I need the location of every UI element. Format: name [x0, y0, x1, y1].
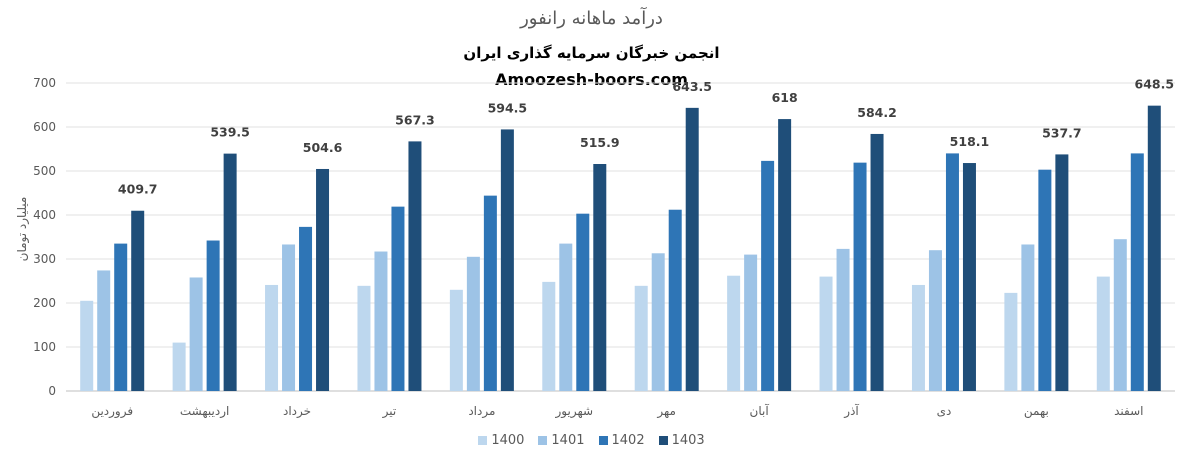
bar-1401	[189, 277, 203, 391]
bar-1400	[819, 276, 833, 391]
bar-1400	[634, 285, 648, 391]
bar-1400	[265, 284, 279, 391]
legend-swatch	[658, 436, 668, 445]
y-tick-label: 500	[33, 164, 56, 178]
y-tick-label: 100	[33, 340, 56, 354]
bar-1400	[357, 285, 371, 391]
legend-item: 1400	[478, 433, 524, 448]
bar-1403	[778, 119, 792, 391]
x-tick-label: آذر	[843, 403, 859, 419]
bar-1400	[727, 275, 741, 391]
legend-swatch	[538, 436, 548, 445]
legend-swatch	[478, 436, 488, 445]
y-tick-label: 0	[48, 384, 56, 398]
bar-1403	[223, 153, 237, 391]
x-tick-label: دی	[937, 404, 952, 418]
x-tick-label: مرداد	[468, 404, 495, 419]
data-label: 618	[772, 90, 798, 105]
legend-label: 1400	[491, 433, 525, 448]
bar-1402	[483, 195, 497, 391]
bar-1400	[911, 284, 925, 391]
bar-1400	[449, 289, 463, 391]
bar-1400	[172, 342, 186, 391]
data-label: 504.6	[303, 140, 343, 155]
bar-1402	[1130, 153, 1144, 391]
y-tick-label: 700	[33, 76, 56, 90]
bar-1400	[1096, 276, 1110, 391]
bar-1401	[466, 256, 480, 391]
bar-1401	[282, 244, 296, 391]
bar-1401	[744, 254, 758, 391]
legend-item: 1402	[598, 433, 645, 448]
bar-1402	[299, 226, 313, 391]
bar-1403	[316, 168, 330, 391]
legend-label: 1403	[671, 433, 705, 448]
bar-1402	[853, 162, 867, 391]
x-tick-label: آبان	[750, 403, 770, 418]
bar-1401	[1113, 239, 1127, 391]
chart-title: درآمد ماهانه رانفور	[520, 8, 663, 29]
data-label: 643.5	[672, 79, 712, 94]
data-label: 567.3	[395, 112, 435, 127]
data-label: 539.5	[210, 125, 250, 140]
bar-1403	[408, 141, 422, 391]
bar-1402	[206, 240, 220, 391]
data-label: 594.5	[488, 100, 528, 115]
legend-label: 1401	[551, 433, 585, 448]
bar-1403	[500, 129, 514, 392]
x-tick-label: اسفند	[1114, 404, 1143, 418]
chart-subtitle: انجمن خبرگان سرمایه گذاری ایران	[463, 44, 720, 62]
data-label: 515.9	[580, 135, 620, 150]
bar-1402	[576, 213, 590, 391]
bar-1400	[80, 300, 94, 391]
bar-1402	[391, 206, 405, 391]
y-tick-label: 300	[33, 252, 56, 266]
data-label: 584.2	[857, 105, 897, 120]
bar-1403	[1147, 105, 1161, 391]
data-label: 537.7	[1042, 125, 1082, 140]
x-tick-label: بهمن	[1024, 404, 1049, 419]
x-tick-label: اردیبهشت	[180, 404, 229, 419]
bar-1402	[668, 209, 682, 391]
bar-1400	[542, 281, 556, 391]
y-tick-label: 400	[33, 208, 56, 222]
bar-1401	[651, 253, 665, 391]
bar-1403	[685, 107, 699, 392]
bar-1403	[1055, 154, 1069, 391]
data-label: 518.1	[950, 134, 990, 149]
bar-1401	[97, 270, 111, 391]
bar-1402	[114, 243, 128, 391]
bar-1401	[559, 243, 573, 391]
data-label: 648.5	[1135, 77, 1175, 92]
x-tick-label: تیر	[382, 404, 397, 419]
bar-1403	[131, 210, 145, 391]
bar-1402	[761, 160, 775, 391]
watermark-text: Amoozesh-boors.com	[495, 70, 688, 89]
y-tick-label: 600	[33, 120, 56, 134]
x-tick-label: فروردین	[91, 404, 133, 419]
bar-1401	[374, 251, 388, 391]
legend-item: 1403	[658, 433, 705, 448]
bar-1401	[836, 248, 850, 391]
y-axis-label: میلیارد تومان	[15, 196, 29, 262]
legend-item: 1401	[538, 433, 585, 448]
bar-1401	[1021, 244, 1035, 391]
x-tick-label: شهریور	[555, 404, 594, 419]
bar-1403	[962, 163, 976, 391]
bar-1401	[928, 250, 942, 391]
y-tick-label: 200	[33, 296, 56, 310]
x-tick-label: مهر	[656, 404, 676, 419]
data-label: 409.7	[118, 182, 158, 197]
legend-swatch	[598, 436, 608, 445]
legend-label: 1402	[611, 433, 645, 448]
bar-1400	[1004, 292, 1018, 391]
bar-1403	[593, 164, 607, 391]
chart-legend: 1400 1401 1402 1403	[0, 433, 1183, 448]
bar-1402	[945, 153, 959, 391]
x-tick-label: خرداد	[283, 404, 311, 419]
bar-1402	[1038, 169, 1052, 391]
bar-1403	[870, 133, 884, 391]
